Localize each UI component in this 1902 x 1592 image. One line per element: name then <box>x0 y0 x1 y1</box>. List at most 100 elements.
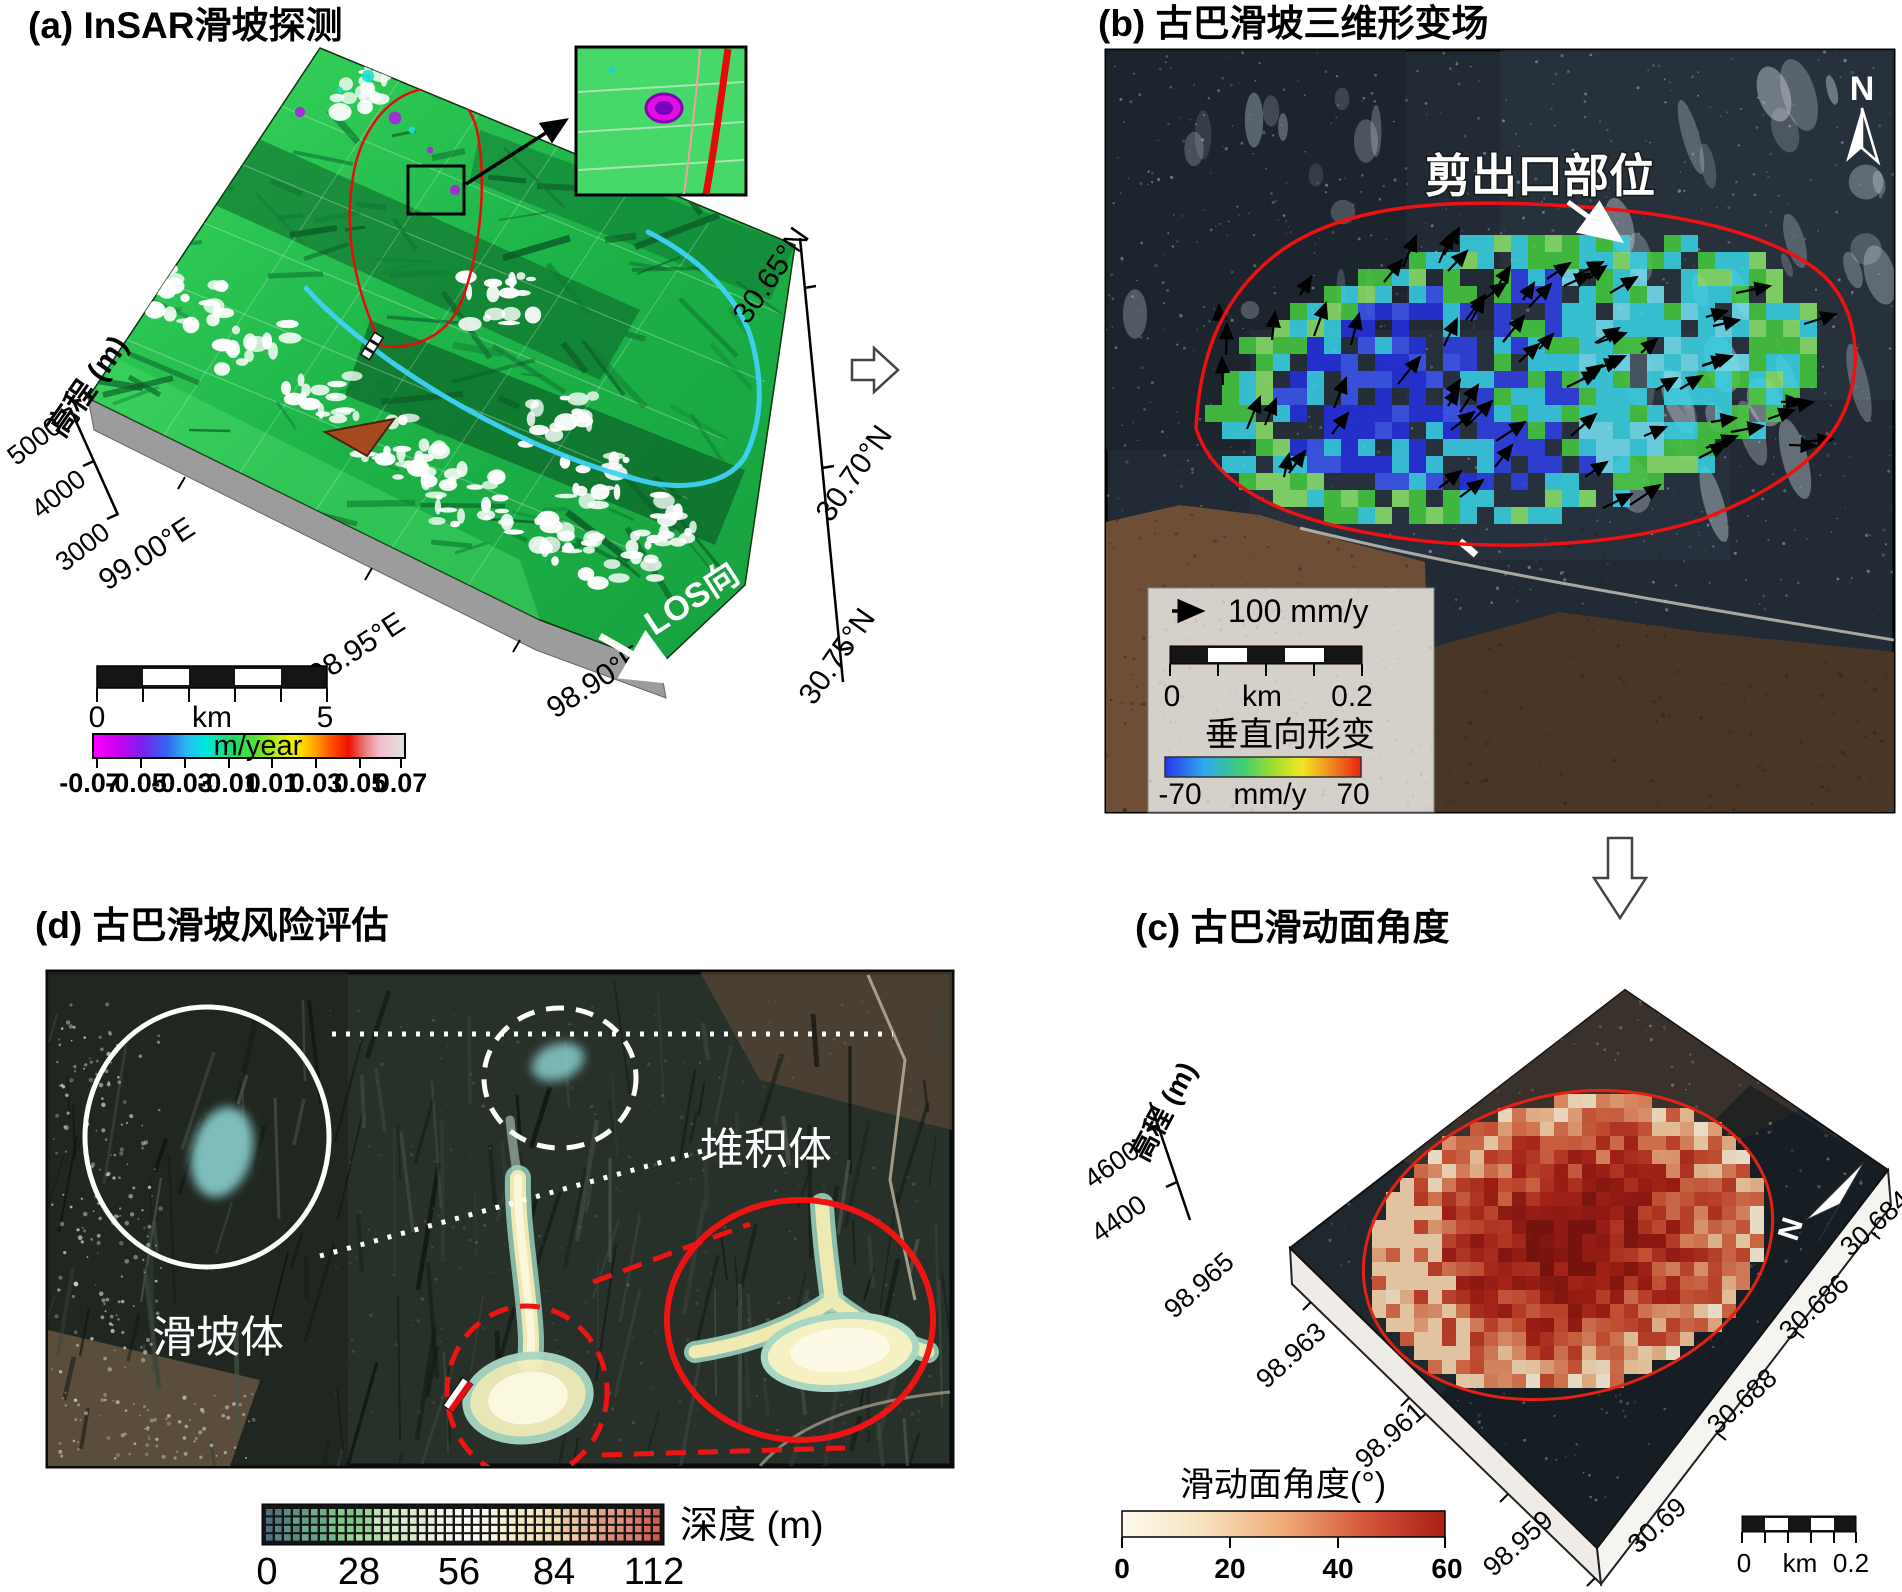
scalebar-c-unit: km <box>1783 1548 1818 1578</box>
colorbar-d-label: 深度 (m) <box>680 1505 824 1547</box>
cb-tick: -0.05 <box>105 768 167 798</box>
colorbar-b-max: 70 <box>1336 778 1369 811</box>
cb-d-tick: 56 <box>438 1551 480 1592</box>
bridge-marker <box>359 331 385 361</box>
view-direction-arrow <box>322 417 397 458</box>
landslide-circle-dashed-white <box>481 1005 639 1151</box>
scalebar-a: 0 km 5 <box>89 665 334 734</box>
lon-tick-c: 98.959 <box>1477 1505 1558 1583</box>
landslide-outline-b <box>1194 201 1857 547</box>
inset-zoom-box <box>574 45 748 197</box>
valley-road <box>1299 526 1894 642</box>
deposit-circle-dashed-red <box>444 1303 610 1466</box>
lon-tick-c: 98.961 <box>1349 1397 1430 1475</box>
cb-c-tick: 40 <box>1322 1553 1353 1584</box>
debris-flow-magnified <box>684 1193 939 1392</box>
terrain-lit-slope <box>88 360 540 620</box>
colorbar-d: 深度 (m) 0 28 56 84 112 <box>256 1503 824 1592</box>
heatmap-outline <box>1361 1088 1775 1402</box>
panel-d: (d) 古巴滑坡风险评估 <box>35 905 955 1592</box>
colorbar-a-label: m/year <box>214 730 303 762</box>
panel-b-title: (b) 古巴滑坡三维形变场 <box>1098 3 1489 44</box>
landslide-label: 滑坡体 <box>152 1313 284 1362</box>
insar-hotspots <box>294 69 461 196</box>
elev-tick-c: 4400 <box>1086 1189 1152 1248</box>
zoom-link-red-bottom <box>601 1445 846 1458</box>
elevation-axis-c: 4600 4400 高程 (m) <box>1079 1057 1203 1248</box>
cb-c-tick: 60 <box>1431 1553 1462 1584</box>
annotation-arrow <box>1566 199 1625 243</box>
colorbar-c-title: 滑动面角度(°) <box>1180 1466 1386 1504</box>
landslide-circle-solid-white <box>82 1004 332 1270</box>
vector-legend-label: 100 mm/y <box>1228 593 1368 629</box>
terrain-brown-bl <box>48 1330 260 1466</box>
panel-d-title: (d) 古巴滑坡风险评估 <box>35 905 389 946</box>
north-label-b: N <box>1850 70 1875 108</box>
deformation-patch-small <box>531 1042 585 1082</box>
cb-d-tick: 28 <box>338 1551 380 1592</box>
snow-patches <box>117 58 697 590</box>
cb-d-tick: 0 <box>256 1551 277 1592</box>
scalebar-c: 0 km 0.2 <box>1737 1515 1869 1578</box>
terrain-brown-tr <box>700 972 952 1130</box>
north-compass-b: N <box>1846 70 1881 166</box>
lon-tick: 99.00°E <box>93 511 201 597</box>
inset-road-line <box>702 48 732 195</box>
colorbar-c: 滑动面角度(°) 0 20 40 60 <box>1114 1466 1462 1584</box>
deformation-patch-large <box>190 1106 254 1198</box>
colorbar-b-unit: mm/y <box>1233 778 1306 811</box>
scalebar-max: 5 <box>317 701 334 734</box>
panel-a: (a) InSAR滑坡探测 <box>2 5 899 798</box>
shear-outlet-annotation: 剪出口部位 <box>1425 150 1655 202</box>
cb-tick: -0.07 <box>59 768 121 798</box>
cb-tick: 0.01 <box>246 768 299 798</box>
cb-tick: 0.07 <box>375 768 428 798</box>
legend-box-b: 100 mm/y 0 km 0.2 垂直向形变 -70 mm/y 70 <box>1147 587 1435 813</box>
snow-speckles-d <box>51 999 931 1460</box>
cb-d-tick: 112 <box>624 1551 685 1592</box>
scalebar-unit: km <box>192 701 232 734</box>
scalebar-b: 0 km 0.2 <box>1164 645 1373 713</box>
panel-a-title: (a) InSAR滑坡探测 <box>28 5 343 46</box>
colorbar-b-title: 垂直向形变 <box>1205 716 1375 754</box>
scalebar-c-max: 0.2 <box>1833 1548 1869 1578</box>
inset-link-arrow <box>465 118 569 186</box>
cb-d-tick: 84 <box>533 1551 575 1592</box>
cb-tick: -0.01 <box>197 768 259 798</box>
slope-brown <box>1430 612 1894 812</box>
lon-tick-c: 98.965 <box>1158 1247 1239 1325</box>
scalebar-c-zero: 0 <box>1737 1548 1751 1578</box>
inset-source-box <box>406 164 466 216</box>
cb-c-tick: 20 <box>1214 1553 1245 1584</box>
cb-tick: -0.03 <box>151 768 213 798</box>
elevation-axis: 5000 4000 3000 高程 (m) <box>2 330 135 577</box>
elev-tick: 4000 <box>26 464 92 525</box>
elev-axis-label-c: 高程 (m) <box>1125 1057 1203 1166</box>
debris-flow-actual <box>462 1115 594 1445</box>
deposit-circle-solid-red <box>664 1197 936 1443</box>
cb-tick: 0.05 <box>334 768 387 798</box>
flow-arrow-down <box>1591 836 1649 921</box>
scalebar-zero: 0 <box>89 701 106 734</box>
scalebar-b-max: 0.2 <box>1331 680 1373 713</box>
lon-tick-c: 98.963 <box>1250 1317 1331 1395</box>
deposit-label: 堆积体 <box>700 1125 832 1174</box>
panel-c: (c) 古巴滑动面角度 4600 4400 高程 (m) 98.965 <box>1079 907 1902 1587</box>
depth-colorbar-cells <box>266 1509 660 1541</box>
motion-vector-arrows <box>1211 226 1839 509</box>
terrain-shaded-slope <box>470 130 795 300</box>
flow-arrow-right <box>850 345 900 395</box>
panel-b: (b) 古巴滑坡三维形变场 剪出口部位 N <box>1098 3 1896 814</box>
panel-c-title: (c) 古巴滑动面角度 <box>1135 907 1450 948</box>
bridge-marker-d <box>442 1376 474 1414</box>
zoom-link-red-top <box>592 1221 751 1285</box>
scalebar-b-unit: km <box>1242 680 1282 713</box>
cb-tick: 0.03 <box>290 768 343 798</box>
los-arrow <box>598 629 687 686</box>
sliding-angle-heatmap <box>1372 1094 1764 1388</box>
scalebar-b-zero: 0 <box>1164 680 1181 713</box>
colorbar-b-min: -70 <box>1158 778 1201 811</box>
river <box>303 229 762 488</box>
colorbar-b <box>1164 756 1362 778</box>
